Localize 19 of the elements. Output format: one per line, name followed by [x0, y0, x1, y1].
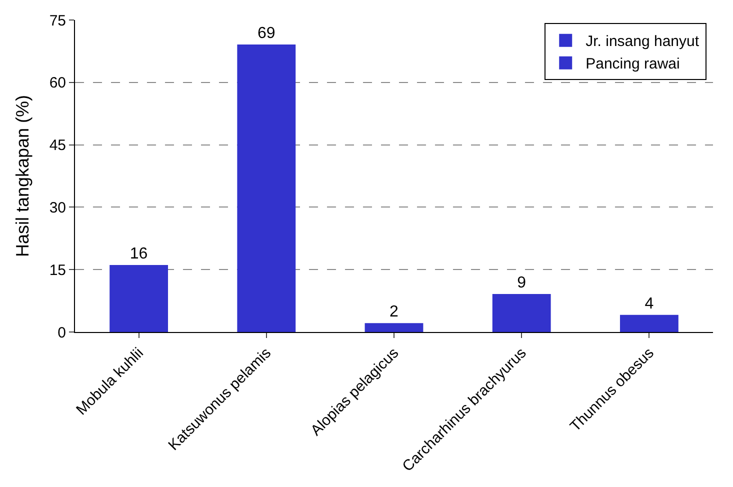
bar [492, 294, 551, 332]
y-tick-label: 75 [49, 12, 66, 30]
y-axis-title: Hasil tangkapan (%) [12, 94, 33, 258]
bar [237, 44, 296, 332]
data-label: 2 [390, 304, 398, 321]
y-tick-label: 15 [49, 262, 66, 279]
y-tick-label: 60 [49, 74, 66, 92]
bar [620, 314, 678, 332]
data-label: 16 [130, 245, 148, 262]
bar [364, 323, 424, 332]
legend-label: Pancing rawai [586, 56, 680, 73]
bar [110, 264, 168, 332]
data-label: 4 [644, 295, 654, 312]
data-label: 9 [517, 274, 526, 292]
legend-label: Jr. insang hanyut [586, 33, 700, 50]
y-tick-label: 0 [58, 324, 66, 342]
y-tick-label: 30 [49, 199, 66, 216]
data-label: 69 [257, 24, 276, 42]
y-tick-label: 45 [49, 137, 66, 154]
